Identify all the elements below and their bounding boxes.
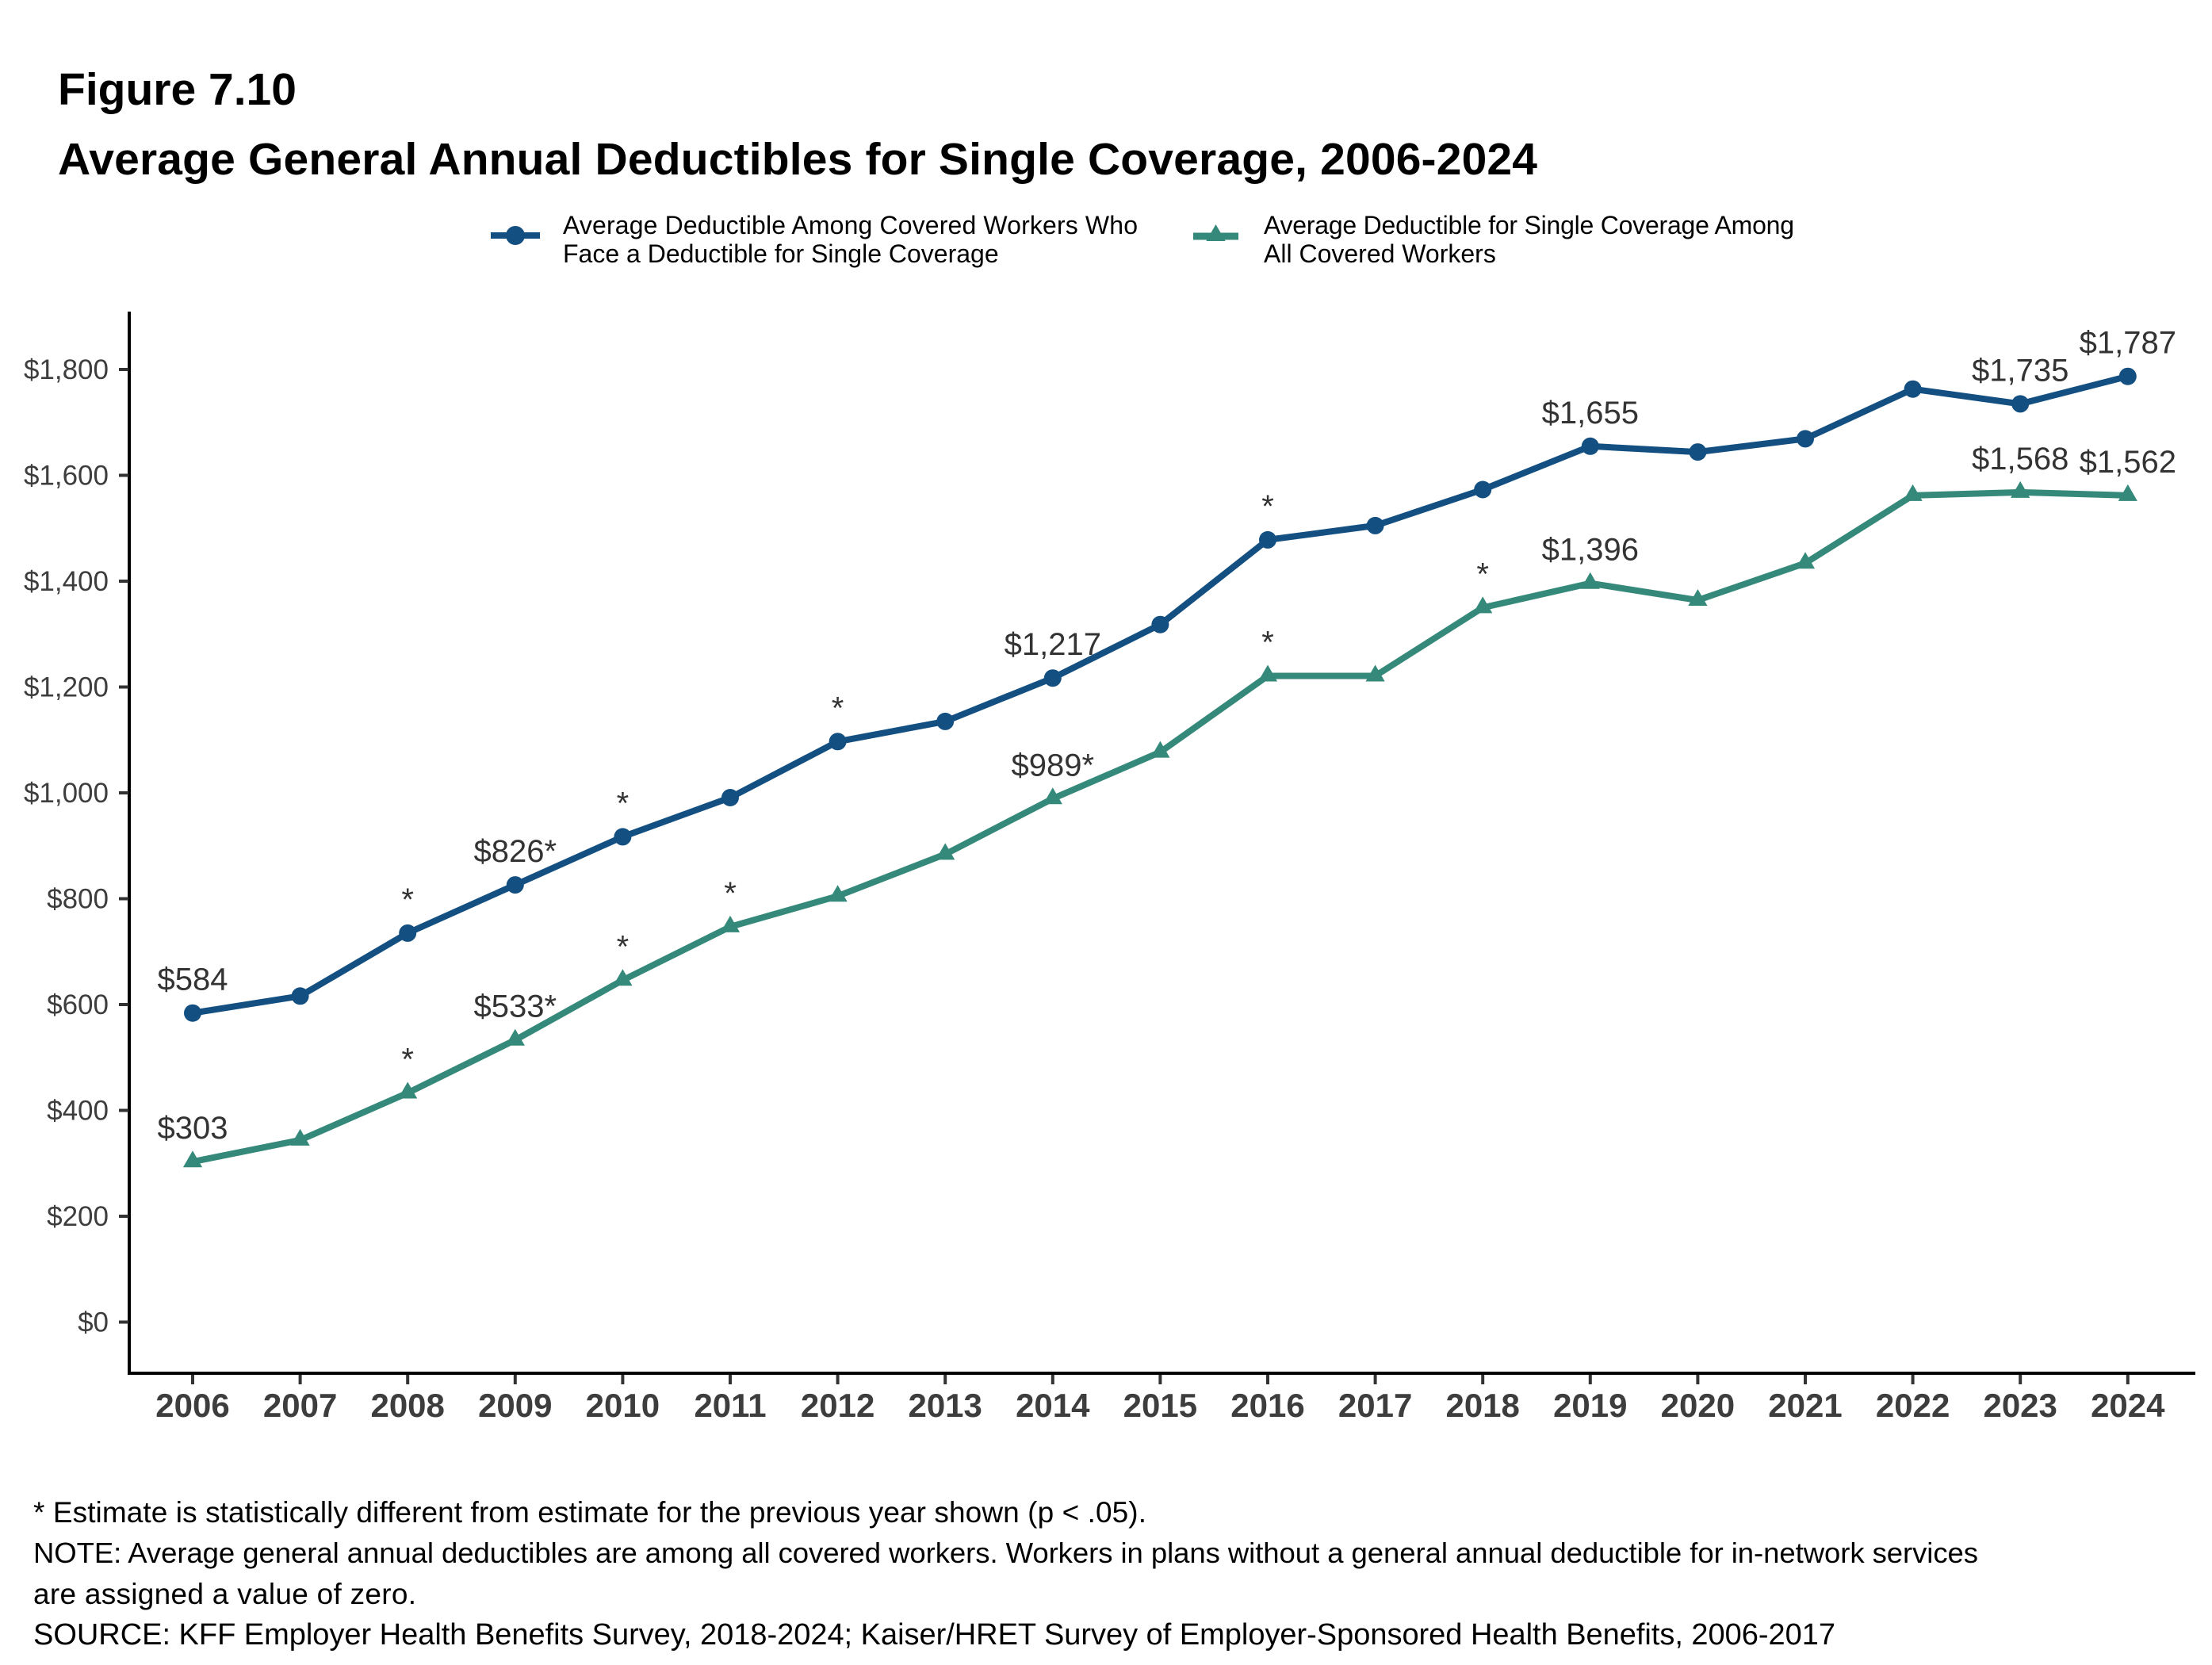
svg-text:are assigned a value of zero.: are assigned a value of zero. (33, 1578, 416, 1610)
svg-text:2013: 2013 (908, 1387, 982, 1424)
svg-text:$400: $400 (47, 1096, 109, 1127)
svg-text:$800: $800 (47, 884, 109, 915)
svg-text:$989*: $989* (1012, 748, 1095, 783)
svg-text:$303: $303 (158, 1111, 228, 1146)
svg-text:All Covered Workers: All Covered Workers (1264, 239, 1496, 268)
svg-text:*: * (724, 876, 737, 911)
svg-text:$200: $200 (47, 1201, 109, 1232)
svg-text:2019: 2019 (1553, 1387, 1627, 1424)
svg-text:$1,735: $1,735 (1972, 353, 2068, 388)
svg-text:*: * (832, 691, 844, 725)
svg-text:2015: 2015 (1123, 1387, 1197, 1424)
svg-text:*: * (617, 929, 630, 964)
svg-text:$826*: $826* (474, 834, 557, 869)
svg-text:$584: $584 (158, 963, 228, 997)
svg-text:$1,800: $1,800 (24, 354, 109, 385)
svg-text:2008: 2008 (370, 1387, 444, 1424)
svg-text:Average General Annual Deducti: Average General Annual Deductibles for S… (58, 134, 1537, 185)
svg-text:Figure 7.10: Figure 7.10 (58, 64, 297, 115)
svg-text:$1,396: $1,396 (1542, 533, 1639, 568)
svg-text:$1,217: $1,217 (1005, 627, 1101, 662)
svg-text:2022: 2022 (1876, 1387, 1950, 1424)
svg-text:Average Deductible for Single: Average Deductible for Single Coverage A… (1264, 211, 1794, 239)
svg-text:2017: 2017 (1338, 1387, 1412, 1424)
svg-text:Average Deductible Among Cover: Average Deductible Among Covered Workers… (563, 211, 1138, 239)
svg-text:*: * (617, 786, 630, 821)
svg-text:2020: 2020 (1661, 1387, 1735, 1424)
svg-text:$1,787: $1,787 (2080, 326, 2176, 361)
svg-text:NOTE: Average general annual d: NOTE: Average general annual deductibles… (33, 1537, 1978, 1569)
svg-text:2010: 2010 (586, 1387, 660, 1424)
svg-text:$1,600: $1,600 (24, 461, 109, 492)
svg-text:*: * (401, 1043, 414, 1077)
svg-text:2011: 2011 (694, 1387, 766, 1424)
svg-text:$1,655: $1,655 (1542, 396, 1639, 431)
svg-text:$1,200: $1,200 (24, 672, 109, 703)
svg-text:Face a Deductible for Single C: Face a Deductible for Single Coverage (563, 239, 999, 268)
svg-text:$1,568: $1,568 (1972, 442, 2068, 477)
svg-text:SOURCE: KFF Employer Health Be: SOURCE: KFF Employer Health Benefits Sur… (33, 1618, 1835, 1652)
svg-text:*: * (1261, 626, 1274, 660)
svg-text:2021: 2021 (1768, 1387, 1842, 1424)
svg-text:2024: 2024 (2091, 1387, 2165, 1424)
svg-text:2018: 2018 (1445, 1387, 1519, 1424)
svg-text:$0: $0 (78, 1307, 109, 1338)
svg-text:2023: 2023 (1983, 1387, 2057, 1424)
svg-text:2012: 2012 (801, 1387, 874, 1424)
svg-text:$600: $600 (47, 989, 109, 1020)
svg-text:* Estimate is statistically di: * Estimate is statistically different fr… (33, 1496, 1146, 1529)
svg-text:*: * (1476, 557, 1489, 591)
svg-text:$1,562: $1,562 (2080, 445, 2176, 480)
svg-text:2007: 2007 (263, 1387, 337, 1424)
svg-text:2014: 2014 (1016, 1387, 1090, 1424)
svg-text:*: * (401, 882, 414, 917)
svg-text:2009: 2009 (478, 1387, 552, 1424)
svg-text:2006: 2006 (155, 1387, 229, 1424)
svg-text:$533*: $533* (474, 989, 557, 1024)
svg-text:$1,400: $1,400 (24, 566, 109, 597)
svg-text:2016: 2016 (1230, 1387, 1304, 1424)
svg-text:*: * (1261, 489, 1274, 524)
svg-text:$1,000: $1,000 (24, 778, 109, 809)
